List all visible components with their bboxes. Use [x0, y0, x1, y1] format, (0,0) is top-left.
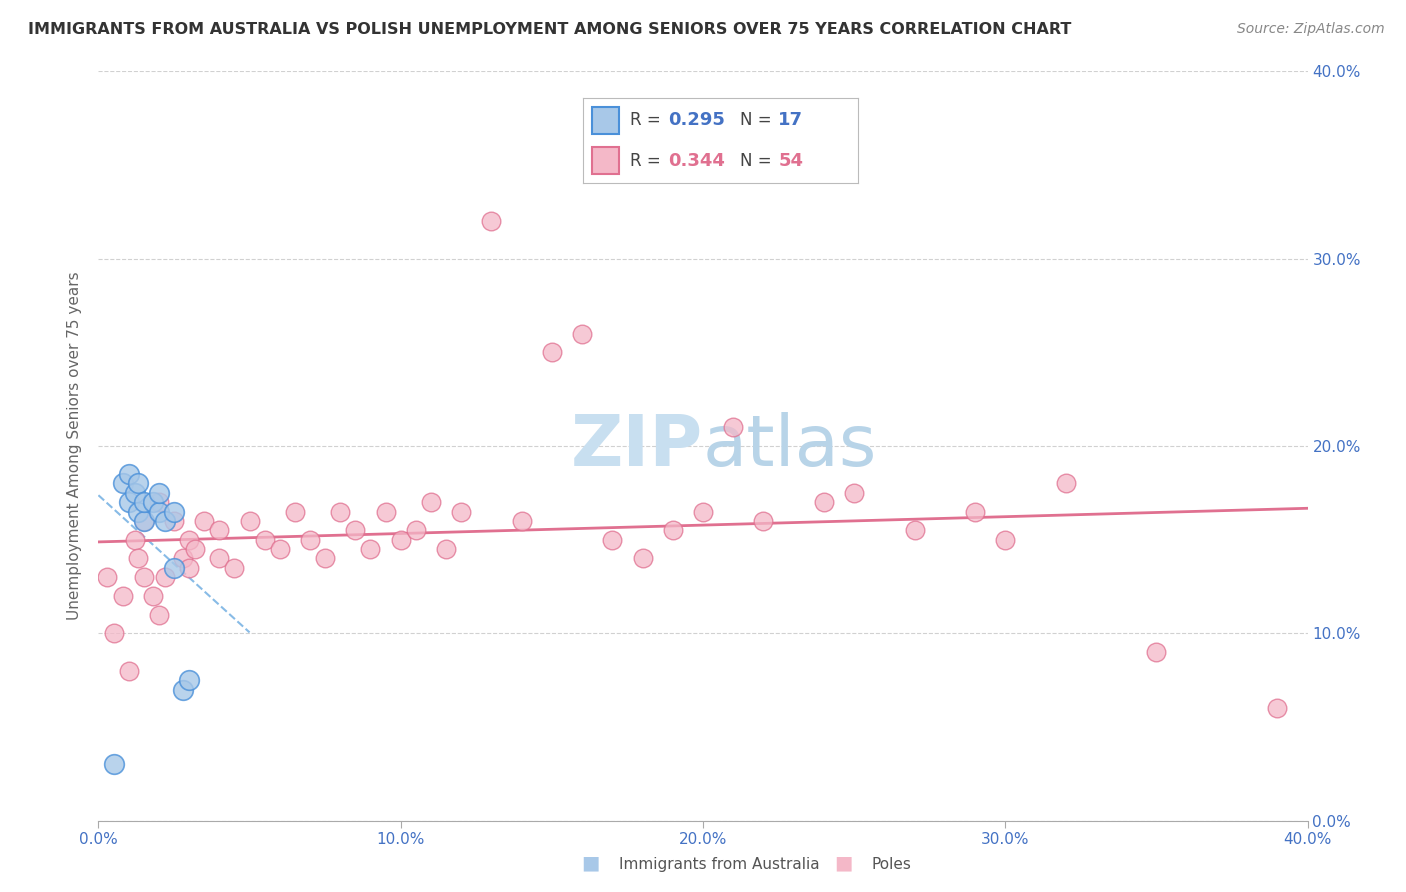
Point	[148, 495, 170, 509]
Point	[163, 514, 186, 528]
Text: 17: 17	[778, 112, 803, 129]
Point	[752, 514, 775, 528]
Point	[813, 495, 835, 509]
Point	[994, 533, 1017, 547]
Point	[434, 542, 457, 557]
Point	[284, 505, 307, 519]
Point	[127, 505, 149, 519]
Point	[118, 664, 141, 678]
Point	[142, 495, 165, 509]
Point	[329, 505, 352, 519]
Point	[172, 682, 194, 697]
Point	[103, 626, 125, 640]
Point	[374, 505, 396, 519]
Point	[602, 533, 624, 547]
Point	[148, 607, 170, 622]
Point	[132, 514, 155, 528]
Text: IMMIGRANTS FROM AUSTRALIA VS POLISH UNEMPLOYMENT AMONG SENIORS OVER 75 YEARS COR: IMMIGRANTS FROM AUSTRALIA VS POLISH UNEM…	[28, 22, 1071, 37]
Point	[224, 561, 246, 575]
Point	[450, 505, 472, 519]
Point	[1267, 701, 1289, 715]
Point	[965, 505, 987, 519]
FancyBboxPatch shape	[592, 107, 619, 134]
Text: Source: ZipAtlas.com: Source: ZipAtlas.com	[1237, 22, 1385, 37]
Point	[118, 495, 141, 509]
Text: 0.344: 0.344	[668, 152, 725, 169]
Point	[1146, 645, 1168, 659]
Y-axis label: Unemployment Among Seniors over 75 years: Unemployment Among Seniors over 75 years	[67, 272, 83, 620]
Text: ZIP: ZIP	[571, 411, 703, 481]
Point	[118, 467, 141, 482]
Point	[153, 514, 176, 528]
Text: N =: N =	[740, 152, 776, 169]
Point	[124, 485, 146, 500]
FancyBboxPatch shape	[592, 147, 619, 175]
Text: Immigrants from Australia: Immigrants from Australia	[619, 857, 820, 872]
Point	[163, 561, 186, 575]
Point	[389, 533, 412, 547]
Point	[142, 589, 165, 603]
Point	[132, 495, 155, 509]
Point	[571, 326, 593, 341]
Point	[127, 476, 149, 491]
Point	[420, 495, 443, 509]
Point	[314, 551, 336, 566]
Point	[124, 533, 146, 547]
Point	[184, 542, 207, 557]
Point	[208, 523, 231, 537]
Point	[111, 589, 134, 603]
Text: 0.295: 0.295	[668, 112, 725, 129]
Point	[239, 514, 262, 528]
Point	[692, 505, 714, 519]
Point	[631, 551, 654, 566]
Point	[723, 420, 745, 434]
Point	[1054, 476, 1077, 491]
Point	[132, 514, 155, 528]
Point	[148, 485, 170, 500]
Point	[540, 345, 562, 359]
Point	[179, 533, 201, 547]
Point	[269, 542, 291, 557]
Point	[179, 673, 201, 688]
Point	[253, 533, 276, 547]
Point	[904, 523, 927, 537]
Text: N =: N =	[740, 112, 776, 129]
Point	[193, 514, 215, 528]
Point	[163, 505, 186, 519]
Text: atlas: atlas	[703, 411, 877, 481]
Text: ■: ■	[834, 854, 853, 872]
Point	[661, 523, 683, 537]
Point	[510, 514, 533, 528]
Point	[127, 551, 149, 566]
Point	[405, 523, 427, 537]
Point	[844, 485, 866, 500]
Text: Poles: Poles	[872, 857, 911, 872]
Text: 54: 54	[778, 152, 803, 169]
Point	[299, 533, 322, 547]
Point	[111, 476, 134, 491]
Point	[172, 551, 194, 566]
Point	[360, 542, 382, 557]
Point	[344, 523, 367, 537]
Point	[103, 757, 125, 772]
Point	[132, 570, 155, 584]
Point	[153, 570, 176, 584]
Point	[96, 570, 118, 584]
Text: ■: ■	[581, 854, 600, 872]
Point	[481, 214, 503, 228]
Point	[179, 561, 201, 575]
Point	[148, 505, 170, 519]
Text: R =: R =	[630, 152, 666, 169]
Point	[208, 551, 231, 566]
Text: R =: R =	[630, 112, 666, 129]
